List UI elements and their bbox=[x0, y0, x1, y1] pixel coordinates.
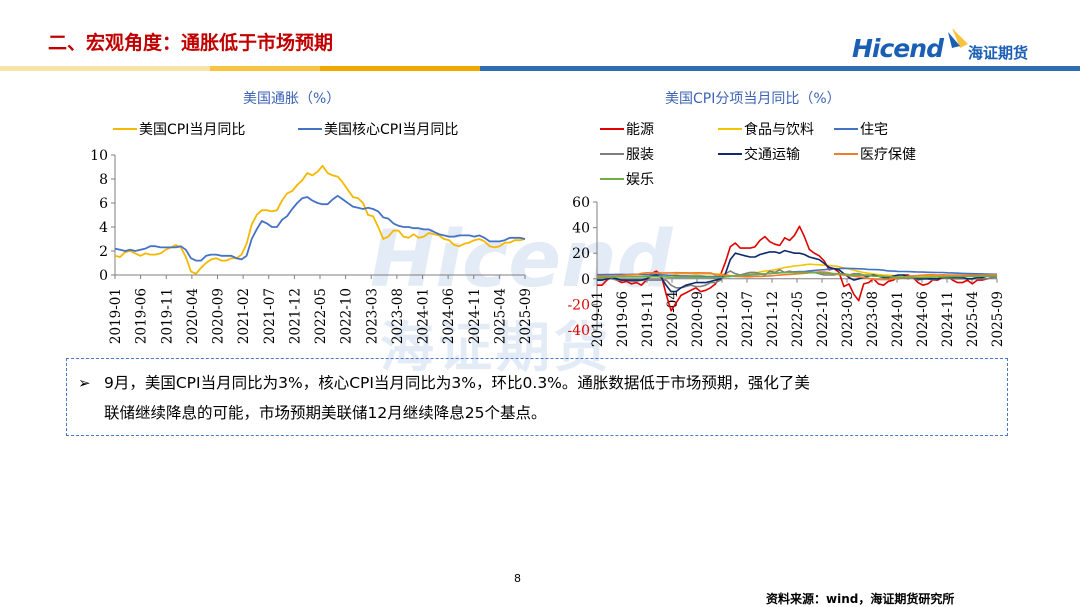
legend-label: 娱乐 bbox=[626, 172, 654, 188]
x-tick-label: 2020-09 bbox=[211, 288, 227, 344]
series-line-6 bbox=[596, 271, 997, 279]
legend-swatch bbox=[834, 153, 858, 155]
x-tick-label: 2021-12 bbox=[765, 291, 781, 347]
series-line-0 bbox=[597, 225, 998, 312]
x-tick-label: 2019-06 bbox=[134, 288, 150, 344]
header-bar-yellow bbox=[210, 66, 320, 71]
legend-swatch bbox=[298, 128, 322, 130]
note-text: 9月，美国CPI当月同比为3%，核心CPI当月同比为3%，环比0.3%。通胀数据… bbox=[104, 368, 1004, 428]
x-tick-label: 2024-01 bbox=[416, 288, 432, 344]
legend-label: 交通运输 bbox=[744, 147, 800, 163]
series-line-0 bbox=[114, 164, 526, 275]
legend-swatch bbox=[718, 153, 742, 155]
slide-title: 二、宏观角度：通胀低于市场预期 bbox=[48, 32, 334, 54]
chart1-legend-core: 美国核心CPI当月同比 bbox=[298, 119, 458, 139]
x-tick-label: 2021-07 bbox=[262, 288, 278, 344]
x-tick-label: 2020-04 bbox=[185, 288, 201, 344]
x-tick-label: 2020-09 bbox=[690, 291, 706, 347]
x-tick-label: 2024-11 bbox=[940, 291, 956, 347]
chart2-legend-food: 食品与饮料 bbox=[718, 119, 814, 139]
y-tick-label: 20 bbox=[572, 246, 590, 262]
chart1-legend-cpi: 美国CPI当月同比 bbox=[113, 119, 245, 139]
x-tick-label: 2025-04 bbox=[965, 291, 981, 347]
y-tick-label: 8 bbox=[99, 172, 108, 188]
y-tick-label: 60 bbox=[572, 195, 590, 211]
header-bar-light-yellow bbox=[0, 66, 210, 71]
x-tick-label: 2024-06 bbox=[915, 291, 931, 347]
header-bar-orange bbox=[320, 66, 480, 71]
note-line-1: 9月，美国CPI当月同比为3%，核心CPI当月同比为3%，环比0.3%。通胀数据… bbox=[104, 374, 810, 392]
chart1-us-inflation: 0 2 4 6 8 10 2019-01 2019-06 2019-11 2020-04 2020-… bbox=[90, 148, 534, 344]
legend-label: 医疗保健 bbox=[860, 147, 916, 163]
chart2-legend-apparel: 服装 bbox=[600, 144, 654, 164]
x-tick-label: 2021-02 bbox=[715, 291, 731, 347]
x-tick-label: 2019-01 bbox=[108, 288, 124, 344]
legend-label: 住宅 bbox=[860, 122, 888, 138]
x-tick-label: 2024-01 bbox=[890, 291, 906, 347]
x-tick-label: 2024-11 bbox=[467, 288, 483, 344]
legend-label: 服装 bbox=[626, 147, 654, 163]
series-line-4 bbox=[597, 249, 998, 293]
chart2-legend-housing: 住宅 bbox=[834, 119, 888, 139]
x-tick-label: 2021-07 bbox=[740, 291, 756, 347]
x-tick-label: 2023-08 bbox=[865, 291, 881, 347]
page-number: 8 bbox=[514, 572, 521, 585]
x-tick-label: 2021-02 bbox=[236, 288, 252, 344]
x-tick-label: 2019-06 bbox=[615, 291, 631, 347]
hicend-logo: Hicend 海证期货 bbox=[852, 26, 1062, 70]
chart2-title: 美国CPI分项当月同比（%） bbox=[665, 91, 841, 107]
y-tick-label: 40 bbox=[572, 221, 590, 237]
x-tick-label: 2025-04 bbox=[492, 288, 508, 344]
x-tick-label: 2022-05 bbox=[313, 288, 329, 344]
note-box bbox=[66, 358, 1008, 436]
x-tick-label: 2019-11 bbox=[640, 291, 656, 347]
legend-label: 能源 bbox=[626, 122, 654, 138]
bullet-arrow-icon: ➢ bbox=[78, 374, 91, 392]
chart2-legend-medical: 医疗保健 bbox=[834, 144, 916, 164]
y-tick-label: 6 bbox=[99, 196, 108, 212]
x-tick-label: 2022-10 bbox=[815, 291, 831, 347]
y-tick-label: 2 bbox=[99, 244, 108, 260]
x-tick-label: 2019-11 bbox=[159, 288, 175, 344]
header-bar-blue bbox=[480, 66, 1080, 71]
y-tick-label: 10 bbox=[90, 148, 108, 164]
x-tick-label: 2023-03 bbox=[364, 288, 380, 344]
chart1-title: 美国通胀（%） bbox=[243, 91, 341, 107]
x-tick-label: 2023-03 bbox=[840, 291, 856, 347]
logo-swoosh-icon bbox=[948, 28, 968, 48]
legend-swatch bbox=[834, 128, 858, 130]
series-line-5 bbox=[596, 271, 998, 281]
note-line-2: 联储继续降息的可能，市场预期美联储12月继续降息25个基点。 bbox=[104, 404, 547, 422]
y-tick-label: 0 bbox=[581, 272, 590, 288]
x-tick-label: 2024-06 bbox=[441, 288, 457, 344]
chart2-legend-energy: 能源 bbox=[600, 119, 654, 139]
y-tick-label: -40 bbox=[567, 323, 590, 339]
y-tick-label: 4 bbox=[99, 220, 108, 236]
logo-wordmark-cn: 海证期货 bbox=[968, 44, 1029, 62]
series-line-1 bbox=[114, 194, 526, 262]
x-tick-label: 2023-08 bbox=[390, 288, 406, 344]
legend-label: 食品与饮料 bbox=[744, 122, 814, 138]
logo-wordmark-en: Hicend bbox=[852, 34, 944, 63]
legend-label: 美国核心CPI当月同比 bbox=[324, 122, 459, 138]
x-tick-label: 2022-10 bbox=[339, 288, 355, 344]
x-tick-label: 2025-09 bbox=[990, 291, 1006, 347]
chart2-cpi-components: -40 -20 0 20 40 60 2019-01 2019-06 2019-11 2020-0… bbox=[567, 195, 1006, 347]
x-tick-label: 2021-12 bbox=[287, 288, 303, 344]
legend-swatch bbox=[718, 128, 742, 130]
legend-label: 美国CPI当月同比 bbox=[139, 122, 246, 138]
chart2-legend-transport: 交通运输 bbox=[718, 144, 800, 164]
source-note: 资料来源：wind，海证期货研究所 bbox=[766, 592, 955, 606]
legend-swatch bbox=[600, 178, 624, 180]
chart2-legend-recreation: 娱乐 bbox=[600, 169, 654, 189]
x-tick-label: 2025-09 bbox=[518, 288, 534, 344]
legend-swatch bbox=[113, 128, 137, 130]
x-tick-label: 2019-01 bbox=[590, 291, 606, 347]
y-tick-label: 0 bbox=[99, 268, 108, 284]
y-tick-label: -20 bbox=[567, 297, 590, 313]
legend-swatch bbox=[600, 128, 624, 130]
legend-swatch bbox=[600, 153, 624, 155]
x-tick-label: 2022-05 bbox=[790, 291, 806, 347]
